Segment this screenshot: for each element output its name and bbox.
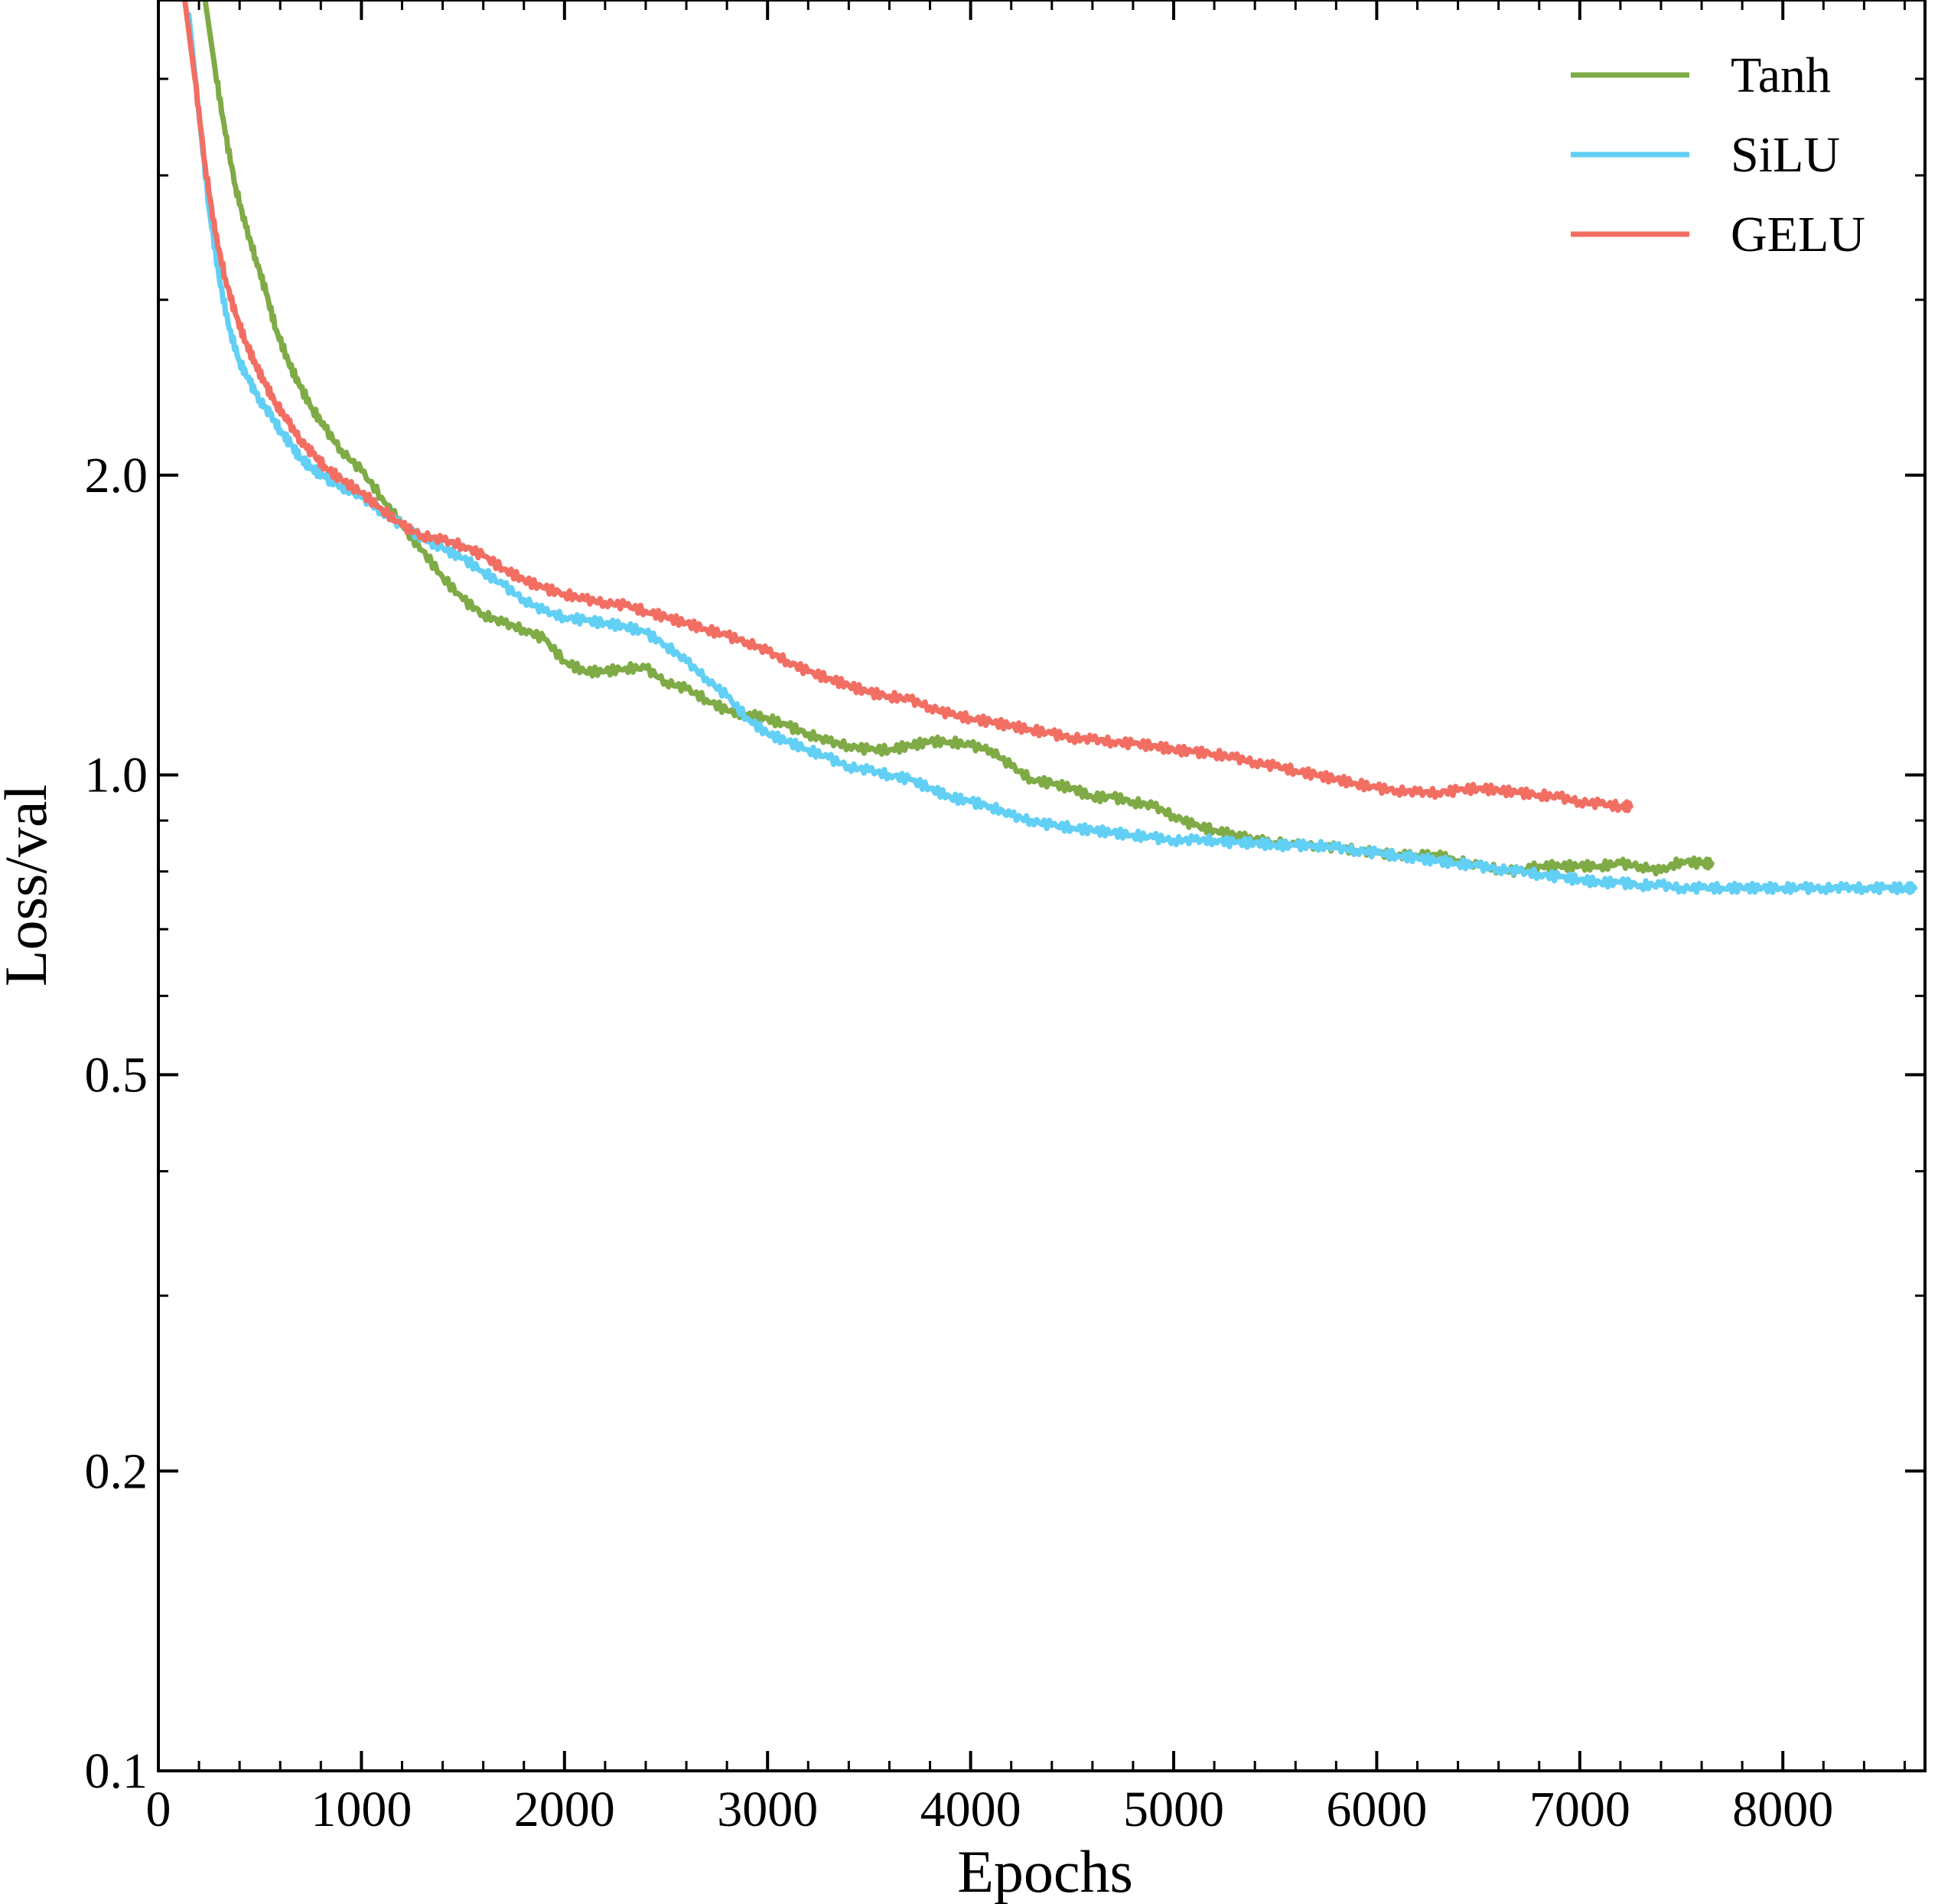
legend-label-gelu: GELU xyxy=(1731,207,1865,262)
legend-label-tanh: Tanh xyxy=(1731,47,1831,103)
x-axis-title: Epochs xyxy=(957,1838,1133,1904)
legend: Tanh SiLU GELU xyxy=(1571,47,1865,262)
y-tick-label: 1.0 xyxy=(85,748,148,804)
x-tick-label: 2000 xyxy=(514,1782,615,1837)
series-layer xyxy=(182,0,1918,895)
y-tick-label: 2.0 xyxy=(85,448,148,504)
y-axis-title: Loss/val xyxy=(0,784,59,986)
x-tick-label: 7000 xyxy=(1529,1782,1630,1837)
x-tick-label: 0 xyxy=(146,1782,171,1837)
y-tick-label: 0.2 xyxy=(85,1443,148,1499)
legend-label-silu: SiLU xyxy=(1731,127,1840,183)
x-tick-label: 4000 xyxy=(920,1782,1021,1837)
plot-frame xyxy=(157,0,1927,1772)
series-line-gelu xyxy=(182,0,1633,813)
x-tick-label: 1000 xyxy=(311,1782,412,1837)
y-tick-label: 0.5 xyxy=(85,1047,148,1103)
x-tick-label: 8000 xyxy=(1732,1782,1833,1837)
x-tick-label: 6000 xyxy=(1326,1782,1427,1837)
x-tick-label: 3000 xyxy=(717,1782,818,1837)
y-tick-label: 0.1 xyxy=(85,1743,148,1799)
x-tick-label: 5000 xyxy=(1123,1782,1224,1837)
tick-labels: 0 1000 2000 3000 4000 5000 6000 7000 8000 0.1 0.2 0… xyxy=(85,448,1834,1837)
